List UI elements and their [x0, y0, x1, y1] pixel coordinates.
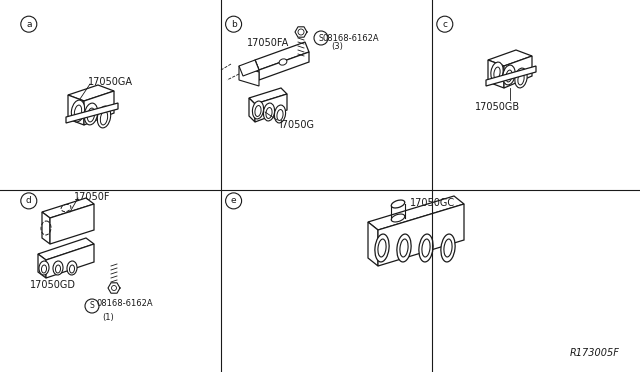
Ellipse shape [515, 68, 527, 88]
Ellipse shape [400, 239, 408, 257]
Polygon shape [368, 196, 464, 230]
Ellipse shape [397, 234, 411, 262]
Text: 17050GD: 17050GD [30, 280, 76, 290]
Polygon shape [38, 254, 46, 278]
Text: 17050FA: 17050FA [247, 38, 289, 48]
Polygon shape [50, 204, 94, 244]
Ellipse shape [70, 265, 74, 273]
Text: d: d [26, 196, 31, 205]
Text: a: a [26, 20, 31, 29]
Ellipse shape [518, 73, 524, 85]
Polygon shape [504, 56, 532, 88]
Ellipse shape [279, 59, 287, 65]
Text: 17050GA: 17050GA [88, 77, 133, 87]
Polygon shape [255, 60, 259, 80]
Polygon shape [42, 198, 94, 218]
Ellipse shape [391, 200, 404, 208]
Ellipse shape [266, 108, 272, 118]
Polygon shape [488, 60, 504, 88]
Polygon shape [84, 91, 114, 125]
Ellipse shape [97, 106, 111, 128]
Ellipse shape [491, 62, 503, 82]
Ellipse shape [100, 111, 108, 125]
Polygon shape [249, 98, 255, 122]
Ellipse shape [441, 234, 455, 262]
Ellipse shape [71, 100, 84, 122]
Ellipse shape [84, 103, 98, 125]
Polygon shape [255, 94, 287, 122]
Text: S: S [90, 301, 94, 311]
Polygon shape [488, 50, 532, 66]
Text: c: c [442, 20, 447, 29]
Polygon shape [368, 222, 378, 266]
Ellipse shape [264, 103, 275, 121]
Ellipse shape [378, 239, 386, 257]
Polygon shape [46, 244, 94, 278]
Polygon shape [66, 103, 118, 123]
Polygon shape [249, 88, 287, 104]
Ellipse shape [87, 108, 95, 122]
Ellipse shape [506, 70, 512, 82]
Polygon shape [68, 85, 114, 101]
Ellipse shape [494, 67, 500, 79]
Text: l7050G: l7050G [279, 120, 314, 130]
Ellipse shape [53, 261, 63, 275]
Polygon shape [255, 42, 309, 70]
Ellipse shape [375, 234, 389, 262]
Text: b: b [231, 20, 236, 29]
Text: (3): (3) [331, 42, 343, 51]
Polygon shape [239, 60, 259, 76]
Polygon shape [68, 95, 84, 125]
Ellipse shape [39, 261, 49, 275]
Text: e: e [231, 196, 236, 205]
Ellipse shape [42, 265, 47, 273]
Ellipse shape [444, 239, 452, 257]
Polygon shape [259, 52, 309, 80]
Ellipse shape [74, 105, 82, 119]
Ellipse shape [275, 105, 285, 123]
Text: 17050GC: 17050GC [410, 198, 455, 208]
Ellipse shape [56, 265, 61, 273]
Ellipse shape [391, 214, 404, 222]
Text: (1): (1) [102, 313, 114, 322]
Text: 17050GB: 17050GB [476, 102, 520, 112]
Polygon shape [239, 66, 259, 86]
Polygon shape [378, 204, 464, 266]
Ellipse shape [503, 65, 515, 85]
Ellipse shape [419, 234, 433, 262]
Text: 08168-6162A: 08168-6162A [323, 34, 380, 43]
Ellipse shape [252, 101, 264, 119]
Polygon shape [38, 238, 94, 260]
Polygon shape [42, 212, 50, 244]
Polygon shape [486, 66, 536, 86]
Text: 08168-6162A: 08168-6162A [96, 299, 152, 308]
Ellipse shape [67, 261, 77, 275]
Ellipse shape [255, 106, 261, 116]
Text: 17050F: 17050F [74, 192, 111, 202]
Text: S: S [319, 33, 323, 42]
Text: R173005F: R173005F [570, 348, 620, 358]
Ellipse shape [277, 109, 283, 121]
Ellipse shape [422, 239, 430, 257]
